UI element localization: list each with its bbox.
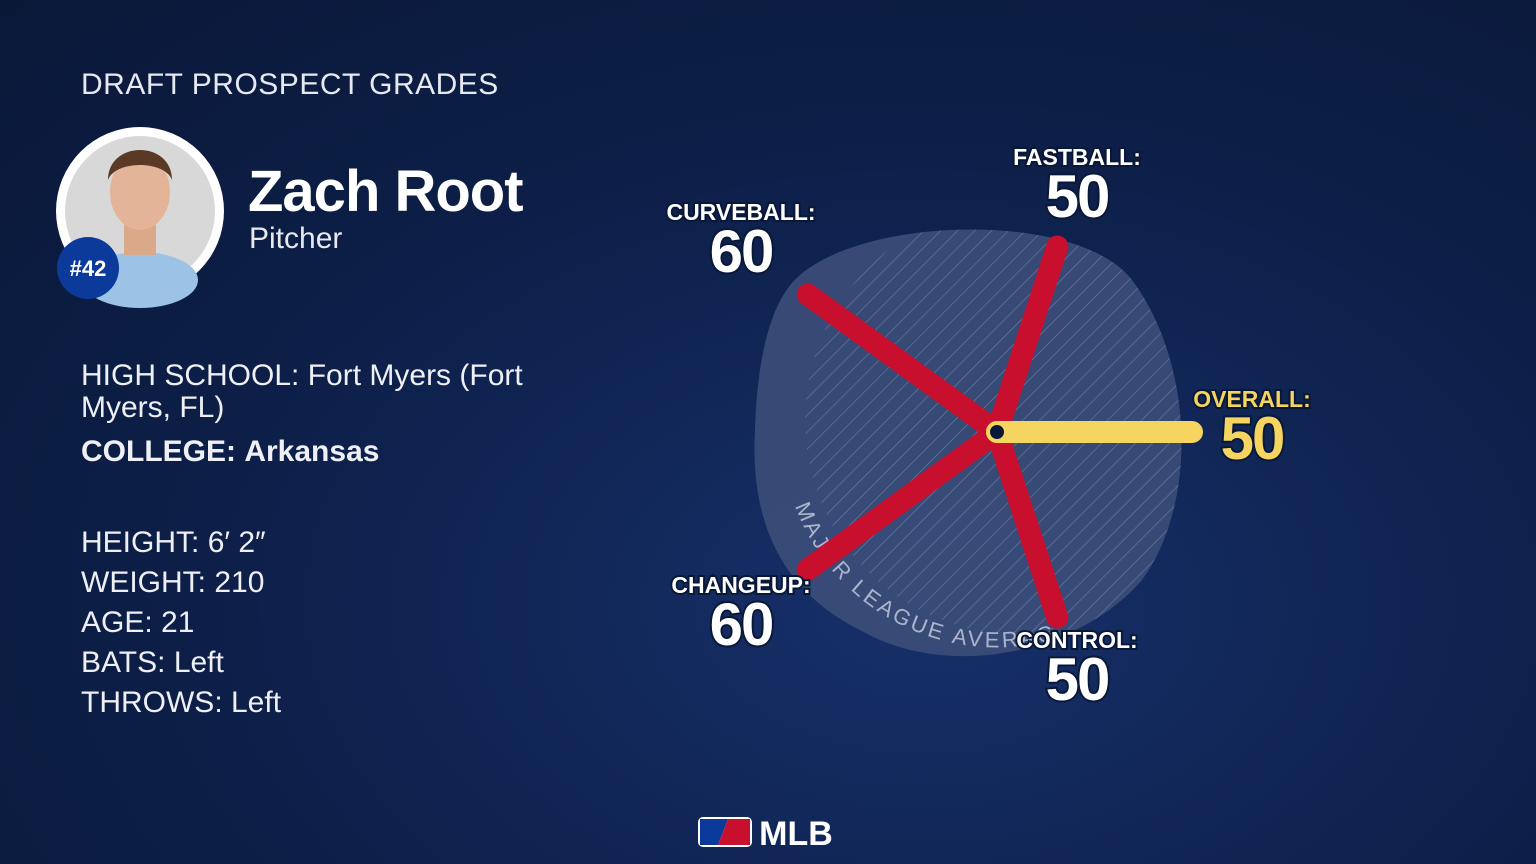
field-value: 6′ 2″: [207, 526, 266, 559]
spoke: [796, 421, 1008, 581]
field-label: AGE:: [81, 606, 153, 639]
photo-face: [110, 154, 170, 230]
grade-label: CHANGEUP:: [671, 572, 810, 598]
grade-value: 50: [1046, 163, 1109, 230]
field-value: Left: [231, 686, 282, 719]
school-row: HIGH SCHOOL: Fort Myers (Fort Myers, FL): [81, 360, 581, 424]
spoke: [986, 235, 1069, 443]
field-value: Fort Myers (Fort Myers, FL): [81, 359, 523, 424]
stat-row: WEIGHT: 210: [81, 566, 264, 600]
logo-red: [718, 819, 750, 845]
logo-blue: [700, 819, 728, 845]
player-name: Zach Root: [248, 159, 524, 224]
grade-value: 50: [1046, 646, 1109, 713]
grade-label: CONTROL:: [1016, 627, 1137, 653]
page-title: DRAFT PROSPECT GRADES: [81, 68, 499, 101]
player-number: #42: [70, 256, 107, 281]
grade-value: 50: [1221, 405, 1284, 472]
spoke: [986, 421, 1069, 629]
stat-row: HEIGHT: 6′ 2″: [81, 526, 266, 560]
grade-label: OVERALL:: [1193, 386, 1311, 412]
field-label: HIGH SCHOOL:: [81, 359, 300, 392]
field-value: Left: [173, 646, 224, 679]
school-row: COLLEGE: Arkansas: [81, 436, 581, 468]
spoke: [796, 283, 1008, 443]
grade-value: 60: [710, 591, 773, 658]
center-dot: [986, 421, 1008, 443]
field-label: BATS:: [81, 646, 166, 679]
field-value: Arkansas: [244, 435, 380, 468]
number-badge: [57, 237, 119, 299]
grade-label: FASTBALL:: [1013, 144, 1141, 170]
stat-row: THROWS: Left: [81, 686, 281, 720]
field-label: WEIGHT:: [81, 566, 206, 599]
grade-value: 60: [710, 218, 773, 285]
field-value: 210: [214, 566, 265, 599]
photo-hair: [108, 150, 172, 180]
field-value: 21: [161, 606, 195, 639]
grade-label: CURVEBALL:: [666, 199, 815, 225]
field-label: THROWS:: [81, 686, 223, 719]
field-label: HEIGHT:: [81, 526, 200, 559]
player-position: Pitcher: [249, 222, 343, 255]
field-label: COLLEGE:: [81, 435, 236, 468]
logo-text: MLB: [759, 815, 833, 853]
stat-row: BATS: Left: [81, 646, 224, 680]
stat-row: AGE: 21: [81, 606, 194, 640]
